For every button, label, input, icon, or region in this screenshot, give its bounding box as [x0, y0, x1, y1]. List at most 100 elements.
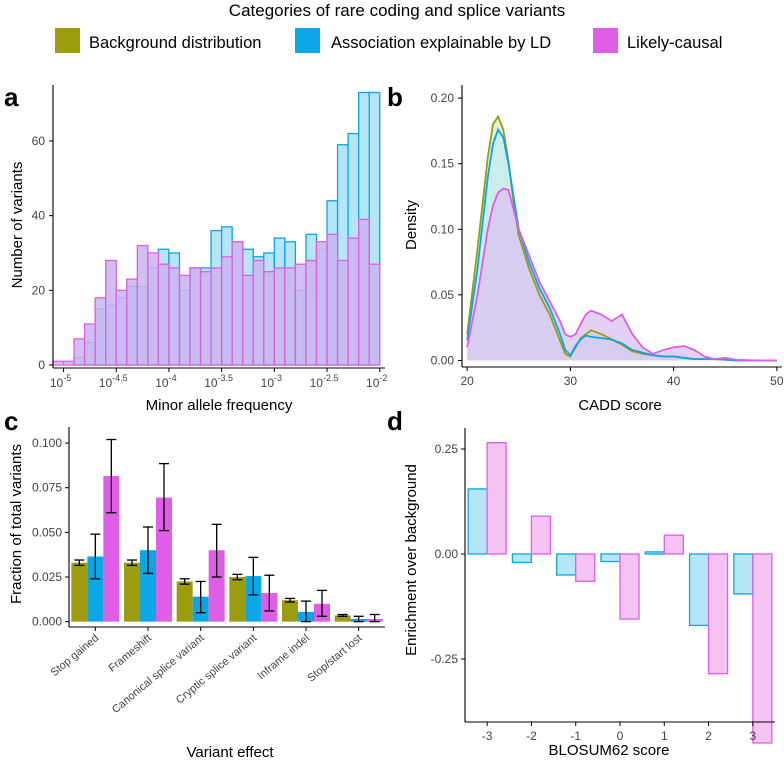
- hist-bar-lc: [136, 244, 149, 366]
- hist-bar-lc: [263, 271, 275, 366]
- x-tick-label: -2: [526, 729, 537, 743]
- hist-bar-lc: [336, 259, 349, 366]
- density-line-lc: [466, 187, 777, 362]
- x-tick-label: 1: [661, 729, 668, 743]
- hist-bar-lc: [347, 237, 360, 366]
- hist-bar-lc: [326, 233, 339, 366]
- bar-bg: [124, 562, 140, 622]
- bar-ld: [600, 553, 621, 563]
- y-tick-label: 0.000: [32, 615, 62, 629]
- bar-ld: [556, 553, 577, 576]
- hist-bar-lc: [231, 241, 244, 366]
- x-tick-base: 10: [50, 376, 64, 390]
- bar-ld: [140, 550, 156, 622]
- density-area-lc: [467, 188, 777, 361]
- bar-ld: [511, 553, 533, 564]
- bar-ld: [733, 553, 754, 595]
- y-axis-title: Fraction of total variants: [8, 444, 25, 604]
- bar-lc: [486, 442, 507, 555]
- x-axis-title: BLOSUM62 score: [549, 742, 670, 759]
- hist-bar-lc: [294, 263, 307, 366]
- bar-ld: [644, 551, 665, 555]
- hist-bar-lc: [73, 338, 86, 366]
- x-tick-base: 10: [366, 376, 380, 390]
- y-axis-title: Number of variants: [9, 162, 26, 289]
- x-tick-label: 40: [667, 374, 681, 388]
- x-tick-label: Inframe indel: [255, 632, 311, 682]
- hist-bar-lc: [252, 259, 265, 366]
- x-axis-title: Minor allele frequency: [146, 397, 293, 414]
- hist-bar-lc: [210, 267, 223, 366]
- x-tick-exponent: -2.5: [323, 373, 339, 383]
- bar-lc: [156, 497, 172, 622]
- bar-lc: [530, 515, 552, 555]
- y-axis-title: Enrichment over background: [403, 464, 420, 656]
- legend-label-ld: Association explainable by LD: [331, 34, 551, 52]
- panel-label-b: b: [387, 82, 403, 112]
- x-tick-label: 10-3.5: [204, 373, 233, 390]
- hist-bar-lc: [305, 259, 318, 366]
- bar-lc: [663, 534, 684, 555]
- x-tick-label: 3: [750, 729, 757, 743]
- x-tick-base: 10: [310, 376, 324, 390]
- legend-title: Categories of rare coding and splice var…: [229, 1, 565, 20]
- legend: Background distribution Association expla…: [55, 28, 722, 53]
- y-tick-label: 0.00: [435, 547, 459, 561]
- bar-ld: [245, 576, 262, 622]
- y-tick-label: 0.10: [431, 222, 455, 236]
- x-tick-label: 10-2: [366, 373, 387, 390]
- x-tick-label: 50: [770, 374, 784, 388]
- panel-label-d: d: [387, 406, 403, 436]
- bar-ld: [87, 556, 104, 622]
- panel-b-density: 0.00 0.05 0.10 0.15 0.20 20 30 40 50 CADD score De…: [403, 85, 784, 414]
- hist-bar-lc: [168, 267, 181, 366]
- panel-label-a: a: [4, 82, 19, 112]
- density-line-ld: [466, 127, 777, 362]
- hist-bar-lc: [242, 274, 254, 366]
- x-tick-label: 20: [460, 374, 474, 388]
- y-tick-label: 0.025: [32, 570, 62, 584]
- x-tick-exponent: -5: [63, 373, 71, 383]
- hist-bar-lc: [199, 271, 212, 366]
- hist-bar-lc: [52, 360, 65, 366]
- x-tick-label: Stop gained: [49, 632, 102, 679]
- x-axis-title: CADD score: [578, 397, 661, 414]
- legend-swatch-ld: [295, 28, 320, 53]
- x-axis-title: Variant effect: [187, 744, 275, 761]
- hist-bar-lc: [368, 263, 381, 366]
- hist-bar-lc: [62, 360, 75, 366]
- hist-bar-lc: [315, 241, 328, 366]
- x-tick-label: 10-4.5: [99, 373, 128, 390]
- hist-bar-lc: [220, 256, 233, 366]
- x-tick-label: -3: [482, 729, 493, 743]
- x-tick-label: Stop/start lost: [305, 632, 364, 684]
- y-tick-label: 60: [32, 134, 46, 148]
- x-tick-exponent: -4.5: [112, 373, 128, 383]
- bar-lc: [752, 553, 773, 744]
- x-tick-base: 10: [261, 376, 275, 390]
- x-tick-exponent: -3.5: [218, 373, 234, 383]
- bar-ld: [467, 488, 488, 555]
- bar-bg: [282, 600, 298, 622]
- x-tick-exponent: -3: [274, 373, 282, 383]
- panel-label-c: c: [4, 406, 18, 436]
- bar-lc: [707, 553, 729, 675]
- hist-bar-lc: [94, 297, 107, 366]
- hist-bar-lc: [147, 252, 160, 366]
- y-tick-label: 40: [32, 209, 46, 223]
- bar-lc: [619, 553, 640, 620]
- x-tick-exponent: -2: [379, 373, 387, 383]
- legend-label-bg: Background distribution: [89, 34, 261, 52]
- hist-bar-lc: [157, 263, 170, 366]
- hist-bar-lc: [273, 267, 286, 366]
- y-tick-label: 0.00: [431, 353, 455, 367]
- x-tick-label: 10-4: [155, 373, 176, 390]
- y-tick-label: 0: [38, 358, 45, 372]
- x-tick-label: 2: [705, 729, 712, 743]
- hist-bar-lc: [105, 259, 117, 366]
- x-tick-base: 10: [99, 376, 113, 390]
- hist-bar-lc: [189, 267, 202, 366]
- hist-bar-lc: [126, 278, 138, 366]
